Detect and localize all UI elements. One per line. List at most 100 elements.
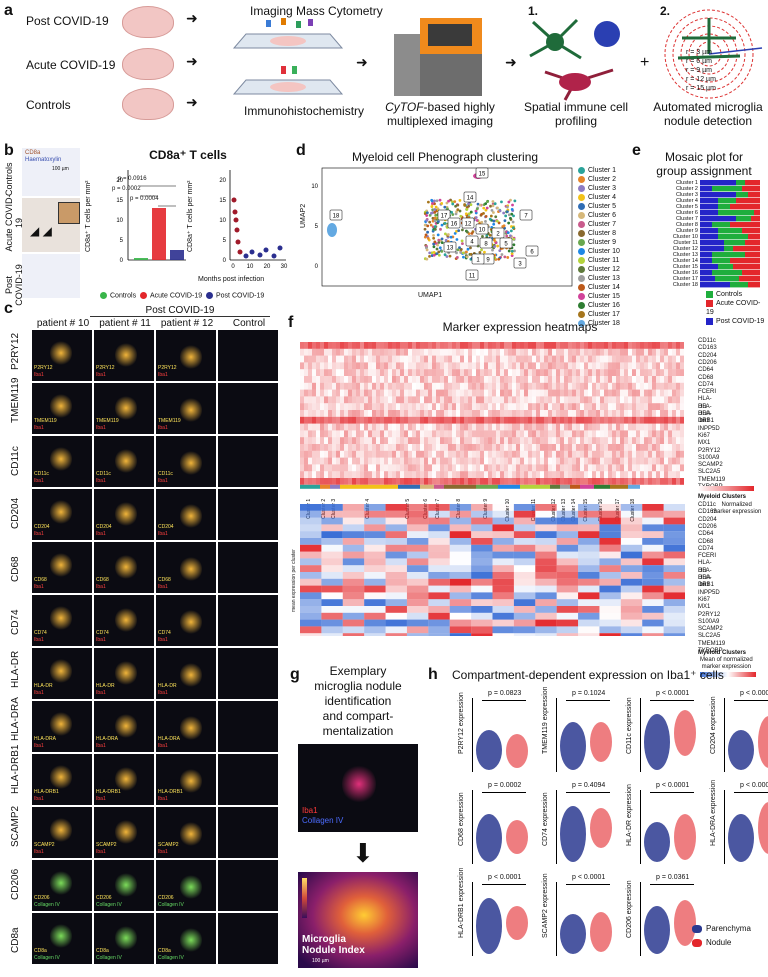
heatmap-cell <box>628 389 632 397</box>
umap-point <box>513 199 517 203</box>
umap-point <box>428 254 431 258</box>
heatmap-cell <box>513 619 536 627</box>
heatmap-cell <box>513 612 536 620</box>
heatmap-cell <box>500 403 504 410</box>
heatmap-cell <box>424 342 428 349</box>
heatmap-cell <box>368 410 372 417</box>
violin-ylabel: CD74 expression <box>542 792 549 846</box>
heatmap-cell <box>576 471 580 478</box>
heatmap-cell <box>620 517 643 525</box>
heatmap-cell <box>372 348 376 356</box>
heatmap-cell <box>492 396 496 404</box>
heatmap-cell <box>368 457 372 465</box>
heatmap-cell <box>412 383 416 390</box>
heatmap-cell <box>324 348 328 356</box>
heatmap-cell <box>328 362 332 370</box>
heatmap-cell <box>380 355 384 363</box>
heatmap-cell <box>476 471 480 478</box>
heatmap-cell <box>556 362 560 370</box>
heatmap-cell <box>536 362 540 369</box>
umap-cluster-label: 2 <box>496 232 500 238</box>
heatmap-cell <box>524 403 528 410</box>
heatmap-cell <box>440 376 444 383</box>
heatmap-cell <box>428 444 432 451</box>
heatmap-cell <box>580 416 584 424</box>
heatmap-cell <box>472 450 476 458</box>
heatmap-cell <box>356 410 360 417</box>
heatmap-cell <box>663 551 685 559</box>
heatmap-cell <box>452 478 456 485</box>
heatmap-cell <box>596 471 600 478</box>
heatmap-cell <box>668 478 672 485</box>
heatmap-cell <box>392 396 396 404</box>
heatmap-cell <box>512 369 516 376</box>
heatmap-cell <box>620 444 624 451</box>
heatmap-cell <box>624 424 628 431</box>
heatmap-cell <box>576 423 580 431</box>
heatmap-cell <box>308 369 312 376</box>
heatmap-cell <box>642 544 664 552</box>
heatmap-cell <box>348 450 352 458</box>
heatmap-cell <box>456 396 460 404</box>
heatmap-cell <box>364 592 385 599</box>
heatmap-cell <box>642 565 664 572</box>
heatmap-cell <box>340 464 344 472</box>
umap-point <box>433 225 437 228</box>
heatmap-cell <box>416 450 420 458</box>
heatmap-cell <box>368 430 372 438</box>
c-overlay-marker: HLA-DR <box>96 683 115 689</box>
heatmap-cell <box>308 342 312 349</box>
umap-point <box>455 238 459 241</box>
c-col-2: patient # 12 <box>160 318 214 329</box>
heatmap-cell <box>392 478 396 485</box>
heatmap-cell <box>368 348 372 356</box>
umap-point <box>491 200 495 203</box>
heatmap-cell <box>448 362 452 370</box>
umap-point <box>484 220 487 223</box>
heatmap-cell <box>356 478 360 485</box>
heatmap-cell <box>376 376 380 383</box>
heatmap-cell <box>392 471 396 478</box>
heatmap-cell <box>496 430 500 438</box>
heatmap-cell <box>484 355 488 363</box>
g-index1: Microglia <box>302 934 346 945</box>
heatmap-cell <box>392 403 396 410</box>
heatmap-cell <box>560 457 564 465</box>
heatmap-cell <box>676 396 680 404</box>
heatmap-cell <box>535 612 557 620</box>
heatmap-cell <box>680 342 684 349</box>
heatmap-cell <box>520 423 524 431</box>
heatmap-cell <box>652 362 656 370</box>
heatmap-cell <box>376 423 380 431</box>
heatmap-cell <box>564 416 568 424</box>
heatmap-cell <box>560 382 564 390</box>
heatmap-cell <box>544 478 548 485</box>
heatmap-cell <box>612 444 616 451</box>
heatmap-cell <box>316 355 320 363</box>
heatmap-cell <box>308 464 312 472</box>
heatmap-cell <box>620 457 624 465</box>
heatmap-cell <box>552 444 556 451</box>
heatmap-cell <box>468 342 472 349</box>
heatmap-cell <box>436 457 440 465</box>
heatmap-cell <box>608 389 612 397</box>
heatmap-cell <box>668 437 672 444</box>
heatmap-cell <box>664 444 668 451</box>
heatmap-cell <box>520 464 524 472</box>
heatmap-cell <box>624 369 628 376</box>
heatmap-cell <box>388 342 392 349</box>
heatmap-cell <box>680 471 684 478</box>
heatmap-cell <box>449 578 472 586</box>
heatmap-cell <box>516 382 520 390</box>
heatmap-cell <box>372 382 376 390</box>
heatmap-cell <box>484 376 488 383</box>
heatmap-cell <box>652 369 656 376</box>
umap-point <box>443 222 447 225</box>
heatmap-cell <box>536 423 540 431</box>
e-row-label: Cluster 16 <box>672 270 698 276</box>
heatmap-cell <box>599 565 621 572</box>
heatmap-cell <box>460 437 464 444</box>
heatmap-cell <box>300 612 322 620</box>
heatmap-cell <box>620 612 643 620</box>
heatmap-cell <box>672 478 676 485</box>
